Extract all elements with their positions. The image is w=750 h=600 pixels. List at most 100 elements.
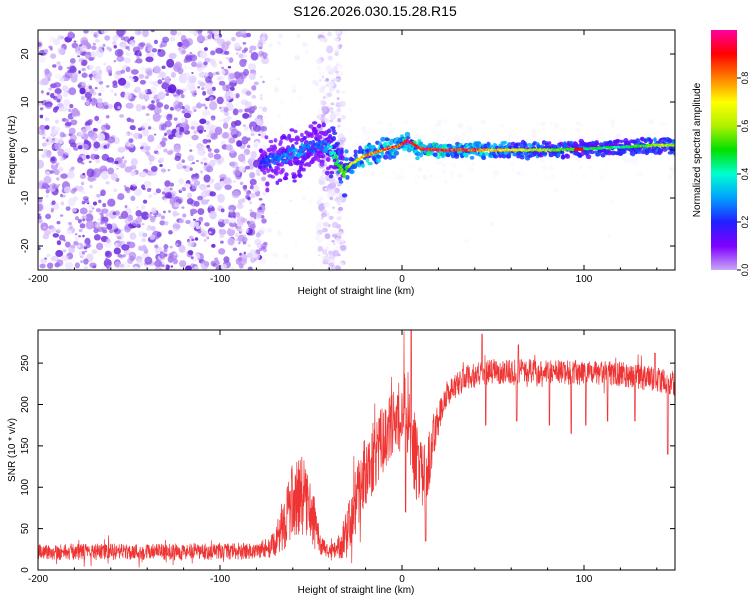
noise-blob [60, 105, 69, 112]
noise-blob [524, 160, 528, 163]
noise-blob [85, 100, 90, 106]
noise-blob [243, 68, 250, 77]
noise-blob [260, 55, 264, 59]
noise-blob [571, 171, 574, 174]
noise-blob [223, 219, 228, 224]
noise-blob [317, 245, 324, 252]
noise-blob [93, 141, 101, 149]
noise-blob [151, 48, 158, 53]
noise-blob [145, 51, 154, 59]
noise-blob [327, 184, 332, 188]
noise-blob [397, 130, 400, 133]
noise-blob [488, 121, 491, 124]
noise-blob [256, 242, 263, 249]
noise-blob [198, 217, 204, 223]
ridge-halo [383, 154, 389, 160]
noise-blob [575, 156, 581, 162]
noise-blob [130, 69, 139, 75]
noise-blob [232, 134, 238, 139]
noise-blob [70, 142, 77, 148]
ridge-halo [565, 154, 571, 159]
noise-blob [239, 30, 246, 36]
noise-blob [102, 43, 106, 48]
noise-blob [59, 214, 64, 217]
noise-blob [82, 143, 89, 151]
noise-blob [113, 45, 118, 49]
noise-blob [130, 78, 135, 82]
ridge-core [267, 162, 271, 166]
noise-blob [57, 148, 65, 157]
noise-blob [91, 45, 97, 50]
noise-blob [188, 235, 194, 240]
noise-blob [45, 213, 52, 220]
noise-blob [156, 102, 164, 108]
figure-title: S126.2026.030.15.28.R15 [293, 3, 457, 19]
noise-blob [168, 230, 173, 235]
noise-blob [663, 122, 667, 127]
noise-blob [320, 202, 325, 207]
noise-blob [436, 119, 442, 124]
noise-blob [41, 142, 47, 147]
noise-blob [240, 217, 248, 223]
noise-blob [507, 121, 510, 124]
noise-blob [401, 169, 405, 173]
noise-blob [336, 64, 340, 67]
ridge-halo [316, 157, 321, 162]
noise-blob [109, 229, 114, 234]
noise-blob [161, 230, 165, 234]
noise-blob [193, 109, 197, 112]
noise-blob [178, 244, 186, 253]
noise-blob [453, 134, 460, 141]
noise-blob [72, 187, 78, 192]
noise-blob [599, 168, 604, 174]
ridge-halo [469, 155, 475, 160]
snr-y-label: SNR (10 * v/v) [7, 418, 18, 482]
noise-blob [203, 61, 208, 66]
noise-blob [185, 265, 192, 270]
noise-blob [296, 33, 301, 39]
noise-blob [106, 85, 110, 88]
noise-blob [243, 54, 248, 58]
noise-blob [114, 242, 119, 248]
noise-blob [173, 145, 181, 153]
noise-blob [97, 218, 101, 221]
ridge-halo [353, 149, 358, 154]
noise-blob [621, 164, 625, 168]
noise-blob [52, 233, 60, 238]
noise-blob [68, 168, 74, 172]
noise-blob [129, 255, 135, 262]
noise-blob [521, 172, 525, 176]
noise-blob [137, 31, 141, 34]
noise-blob [437, 160, 443, 165]
noise-blob [634, 108, 640, 113]
noise-blob [244, 165, 251, 170]
noise-blob [436, 133, 442, 138]
noise-blob [255, 169, 260, 173]
noise-blob [273, 253, 280, 259]
noise-blob [81, 154, 87, 160]
ridge-halo [447, 144, 453, 148]
ridge-halo [283, 175, 288, 180]
noise-blob [88, 204, 94, 209]
noise-blob [401, 154, 408, 161]
noise-blob [113, 228, 121, 235]
noise-blob [324, 233, 331, 240]
noise-blob [181, 206, 185, 209]
noise-blob [402, 157, 407, 162]
ridge-halo [270, 175, 275, 179]
ridge-halo [503, 151, 508, 155]
noise-blob [450, 137, 457, 144]
noise-blob [80, 36, 89, 46]
colorbar-ticks: 0.0 0.2 0.4 0.6 0.8 [737, 72, 750, 276]
colorbar-tick-label: 0.6 [740, 120, 750, 133]
noise-blob [329, 182, 337, 190]
noise-blob [49, 170, 53, 174]
noise-blob [471, 170, 474, 172]
noise-blob [355, 147, 358, 149]
noise-blob [529, 85, 534, 89]
noise-blob [471, 167, 476, 173]
noise-blob [276, 76, 281, 81]
noise-blob [53, 142, 62, 150]
noise-blob [261, 36, 266, 41]
noise-blob [161, 82, 170, 89]
